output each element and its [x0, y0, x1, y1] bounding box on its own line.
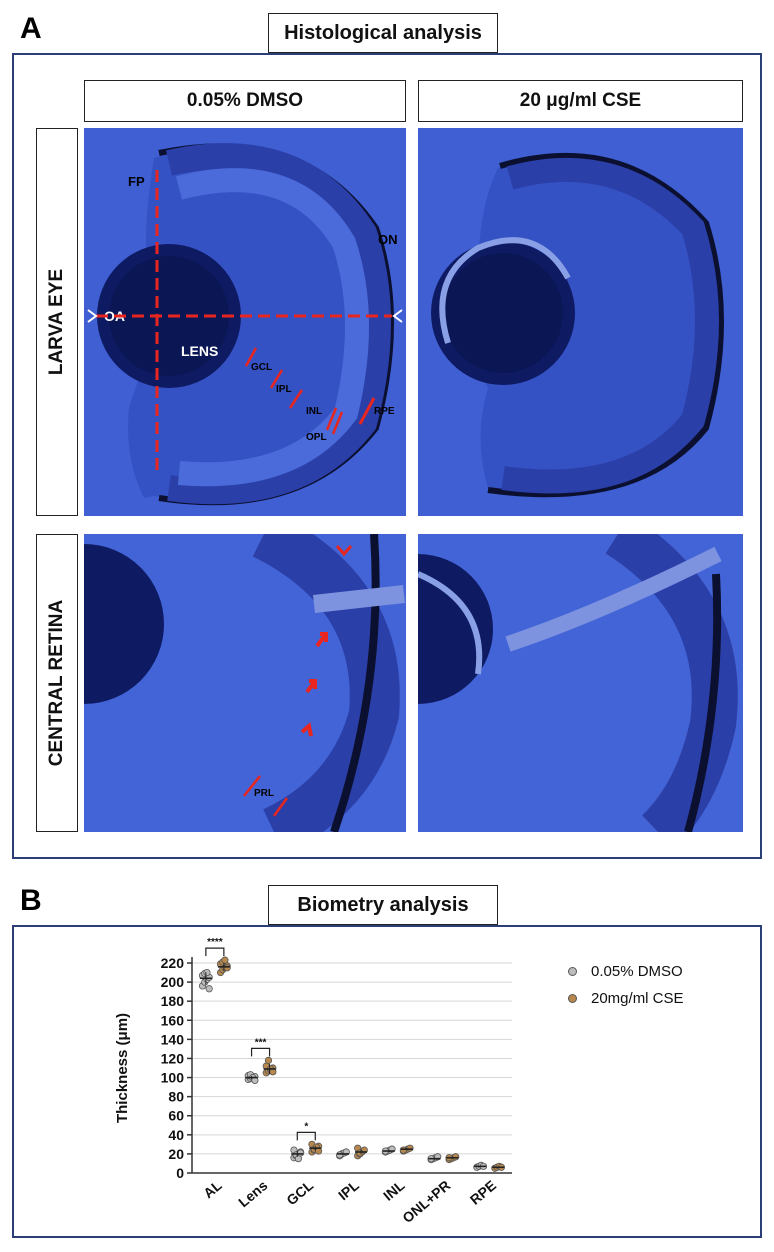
y-tick-label: 220	[161, 955, 185, 971]
row-header-larva-eye: LARVA EYE	[36, 128, 78, 516]
label-fp: FP	[128, 174, 145, 189]
panel-a-frame	[12, 53, 762, 859]
y-tick-label: 200	[161, 974, 185, 990]
legend-dot-cse	[568, 994, 577, 1003]
y-tick-label: 80	[168, 1089, 184, 1105]
arrow-icon	[300, 722, 313, 737]
panel-b-title: Biometry analysis	[268, 885, 498, 925]
panel-b-letter: B	[20, 884, 42, 917]
data-point	[356, 1149, 364, 1157]
y-tick-label: 120	[161, 1050, 185, 1066]
label-on: ON	[378, 232, 398, 247]
legend-item-cse: 20mg/ml CSE	[568, 990, 684, 1007]
y-tick-label: 160	[161, 1012, 185, 1028]
left-arrowhead-icon	[87, 309, 98, 323]
significance-label: ****	[207, 937, 223, 948]
data-point	[399, 1146, 408, 1154]
data-point	[205, 985, 213, 993]
micrograph-dmso-eye: OA LENS FP ON GCL IPL INL OPL RPE	[84, 128, 406, 516]
legend-label-dmso: 0.05% DMSO	[591, 963, 683, 980]
label-inl: INL	[306, 406, 322, 417]
micrograph-cse-retina	[418, 534, 743, 832]
label-lens: LENS	[181, 343, 218, 359]
right-arrowhead-icon	[392, 309, 403, 323]
arrow-icon	[305, 679, 317, 694]
x-tick-label: Lens	[235, 1177, 270, 1210]
legend-item-dmso: 0.05% DMSO	[568, 963, 683, 980]
x-tick-label: AL	[200, 1177, 225, 1202]
label-prl: PRL	[254, 788, 274, 799]
data-point	[264, 1056, 273, 1064]
data-point	[406, 1144, 414, 1152]
y-tick-label: 20	[168, 1146, 184, 1162]
label-opl: OPL	[306, 432, 327, 443]
y-axis-label: Thickness (μm)	[114, 1013, 131, 1123]
data-point	[336, 1151, 344, 1159]
significance-label: *	[304, 1121, 308, 1132]
column-header-dmso: 0.05% DMSO	[84, 80, 406, 122]
data-point	[223, 964, 231, 972]
legend-label-cse: 20mg/ml CSE	[591, 990, 684, 1007]
x-tick-label: ONL+PR	[399, 1177, 453, 1226]
data-point	[203, 968, 211, 977]
x-tick-label: IPL	[335, 1177, 362, 1204]
label-ipl: IPL	[276, 384, 292, 395]
column-header-cse: 20 μg/ml CSE	[418, 80, 743, 122]
y-tick-label: 60	[168, 1108, 184, 1124]
x-tick-label: INL	[380, 1177, 408, 1204]
y-tick-label: 0	[176, 1165, 184, 1181]
label-gcl: GCL	[251, 362, 272, 373]
y-tick-label: 140	[161, 1031, 185, 1047]
arrow-icon	[335, 545, 353, 557]
panel-a-title: Histological analysis	[268, 13, 498, 53]
x-tick-label: GCL	[283, 1177, 316, 1209]
significance-label: ***	[255, 1037, 267, 1048]
significance-bracket	[296, 1131, 316, 1141]
y-tick-label: 100	[161, 1070, 185, 1086]
micrograph-dmso-retina: PRL	[84, 534, 406, 832]
panel-a-letter: A	[20, 12, 42, 45]
data-point	[296, 1149, 305, 1157]
y-tick-label: 40	[168, 1127, 184, 1143]
y-tick-label: 180	[161, 993, 185, 1009]
significance-bracket	[205, 947, 225, 957]
row-header-central-retina: CENTRAL RETINA	[36, 534, 78, 832]
x-tick-label: RPE	[467, 1177, 499, 1208]
micrograph-cse-eye	[418, 128, 743, 516]
legend-dot-dmso	[568, 967, 577, 976]
arrow-icon	[315, 632, 328, 648]
data-point	[221, 956, 229, 964]
data-point	[452, 1153, 460, 1161]
panel-b-frame	[12, 925, 762, 1238]
thickness-chart: 0 20 40 60 80 100 120 140 160 180 200 220 Thickness …	[114, 937, 512, 1226]
label-rpe: RPE	[374, 406, 395, 417]
significance-bracket	[250, 1047, 271, 1057]
